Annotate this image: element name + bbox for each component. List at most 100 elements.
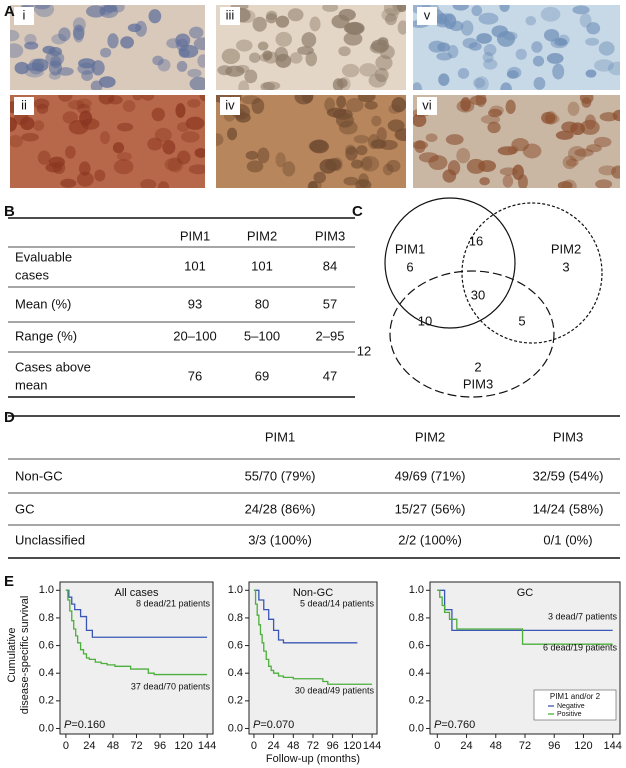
cell-nucleus: [313, 171, 326, 184]
cell-nucleus: [324, 158, 342, 171]
y-tick-label: 0.8: [39, 612, 54, 624]
cell-nucleus: [572, 5, 590, 15]
row-label: GC: [15, 501, 35, 516]
x-tick-label: 72: [307, 740, 319, 752]
cell-nucleus: [598, 41, 615, 56]
x-tick-label: 144: [198, 740, 216, 752]
table-cell: 55/70 (79%): [245, 468, 316, 483]
panel-label: D: [4, 409, 15, 426]
cell-nucleus: [178, 48, 190, 58]
cell-nucleus: [322, 5, 339, 12]
cell-nucleus: [187, 98, 201, 108]
cell-nucleus: [28, 58, 45, 75]
cell-nucleus: [343, 22, 364, 35]
x-tick-label: 96: [154, 740, 166, 752]
cell-nucleus: [561, 179, 577, 188]
annotation: 37 dead/70 patients: [131, 681, 211, 691]
column-header: PIM1: [180, 228, 210, 243]
row-label: Range (%): [15, 328, 77, 343]
cell-nucleus: [189, 76, 205, 90]
legend-title: PIM1 and/or 2: [550, 692, 601, 701]
x-tick-label: 24: [83, 740, 95, 752]
cell-nucleus: [81, 70, 93, 81]
x-tick-label: 24: [267, 740, 279, 752]
cell-nucleus: [505, 99, 516, 115]
cell-nucleus: [580, 119, 600, 135]
p-value: P=0.760: [434, 719, 475, 731]
x-tick-label: 144: [604, 740, 622, 752]
cell-nucleus: [217, 65, 233, 76]
table-cell: 20–100: [173, 328, 216, 343]
survival-curve: [437, 589, 613, 632]
cell-nucleus: [45, 50, 65, 67]
cell-nucleus: [345, 97, 364, 113]
table-cell: 84: [323, 258, 337, 273]
cell-nucleus: [58, 27, 71, 42]
cell-nucleus: [85, 5, 106, 18]
cell-nucleus: [371, 39, 390, 52]
cell-nucleus: [287, 8, 304, 22]
y-tick-label: 0.4: [409, 667, 424, 679]
cell-nucleus: [353, 134, 369, 144]
cell-nucleus: [235, 39, 253, 52]
y-tick-label: 0.2: [228, 695, 243, 707]
cell-nucleus: [335, 113, 354, 128]
micrograph-texture: [413, 95, 620, 188]
legend-box: [533, 689, 617, 721]
cell-nucleus: [383, 5, 403, 16]
survival-curve: [437, 589, 613, 645]
cell-nucleus: [612, 109, 620, 122]
cell-nucleus: [157, 58, 171, 72]
venn-circle: [389, 270, 555, 398]
row-label: mean: [15, 377, 48, 392]
cell-nucleus: [515, 48, 527, 60]
cell-nucleus: [489, 105, 504, 116]
x-tick-label: 120: [574, 740, 592, 752]
cell-nucleus: [275, 31, 293, 47]
row-label: Cases above: [15, 359, 91, 374]
micrograph: [10, 5, 205, 90]
cell-nucleus: [251, 98, 265, 114]
cell-nucleus: [413, 82, 423, 90]
y-tick-label: 1.0: [409, 584, 424, 596]
cell-nucleus: [122, 100, 136, 112]
image-label: iii: [226, 7, 235, 22]
cell-nucleus: [227, 127, 238, 141]
cell-nucleus: [162, 139, 176, 155]
cell-nucleus: [185, 116, 205, 130]
x-tick-label: 0: [251, 740, 257, 752]
cell-nucleus: [235, 64, 250, 73]
cell-nucleus: [275, 152, 286, 168]
y-tick-label: 0.6: [228, 639, 243, 651]
cell-nucleus: [343, 31, 363, 46]
cell-nucleus: [562, 155, 577, 170]
cell-nucleus: [469, 95, 487, 106]
cell-nucleus: [428, 40, 446, 53]
image-label-box: [417, 7, 437, 25]
cell-nucleus: [371, 115, 382, 127]
cell-nucleus: [154, 127, 172, 142]
cell-nucleus: [371, 139, 387, 149]
x-tick-label: 120: [174, 740, 192, 752]
cell-nucleus: [447, 160, 461, 176]
cell-nucleus: [116, 122, 134, 132]
cell-nucleus: [473, 77, 486, 88]
cell-nucleus: [221, 48, 241, 65]
image-label: i: [23, 7, 26, 22]
cell-nucleus: [445, 134, 464, 145]
cell-nucleus: [418, 152, 439, 163]
annotation: 5 dead/14 patients: [300, 598, 375, 608]
cell-nucleus: [557, 34, 570, 46]
x-tick-label: 24: [460, 740, 472, 752]
cell-nucleus: [100, 47, 112, 58]
cell-nucleus: [338, 46, 351, 57]
cell-nucleus: [76, 103, 91, 114]
plot-area: [248, 581, 378, 735]
y-tick-label: 0.4: [39, 667, 54, 679]
image-label: iv: [225, 97, 235, 112]
cell-nucleus: [289, 52, 303, 64]
cell-nucleus: [79, 110, 93, 126]
cell-nucleus: [544, 111, 557, 125]
cell-nucleus: [193, 37, 205, 51]
